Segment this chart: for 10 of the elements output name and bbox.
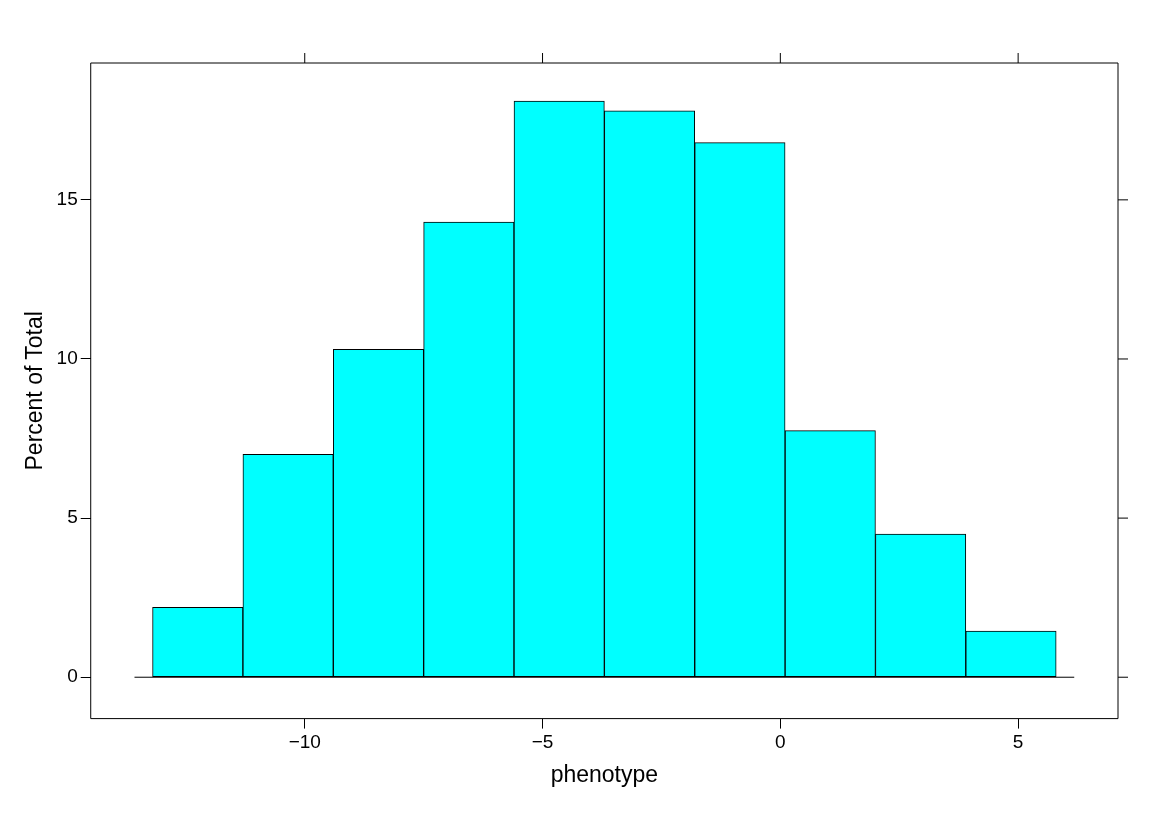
x-tick-label: −10 xyxy=(288,731,321,753)
x-tick-label: 0 xyxy=(775,731,786,753)
y-axis-title: Percent of Total xyxy=(21,311,48,471)
x-axis-title: phenotype xyxy=(550,760,659,787)
y-tick-label: 15 xyxy=(56,188,78,210)
x-tick-label: −5 xyxy=(531,731,554,753)
x-tick-label: 5 xyxy=(1012,731,1024,753)
y-tick-label: 5 xyxy=(67,506,78,528)
y-tick-label: 10 xyxy=(56,347,78,369)
y-tick-label: 0 xyxy=(67,665,78,687)
